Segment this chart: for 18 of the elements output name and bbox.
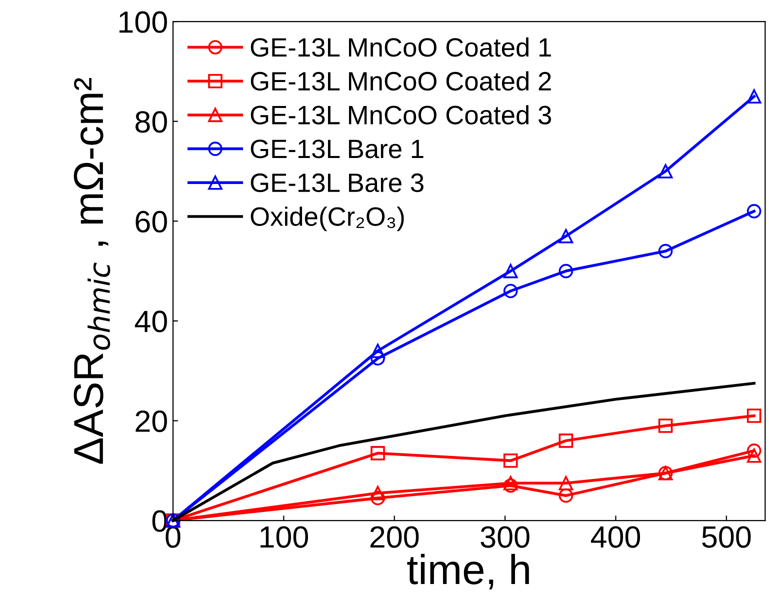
x-tick-label: 400 — [590, 526, 640, 548]
y-tick-label: 20 — [136, 410, 167, 432]
x-tick-label: 500 — [702, 526, 751, 548]
legend-label: GE-13L MnCoO Coated 1 — [250, 37, 551, 57]
x-axis-title: time, h — [407, 554, 529, 590]
y-tick-label: 100 — [120, 11, 167, 33]
y-tick-label: 60 — [136, 210, 167, 233]
legend-label: GE-13L MnCoO Coated 3 — [250, 105, 552, 124]
legend-label: GE-13L Bare 1 — [250, 140, 424, 158]
y-tick-label: 80 — [136, 111, 167, 133]
legend-label: GE-13L MnCoO Coated 2 — [250, 71, 551, 91]
y-axis-title: ΔASR$_{ohmic}$ , mΩ-cm² — [74, 78, 110, 464]
y-tick-label: 40 — [134, 310, 167, 332]
legend-label: Oxide(Cr₂O₃) — [250, 206, 404, 232]
x-tick-label: 200 — [370, 526, 419, 548]
legend-label: GE-13L Bare 3 — [250, 173, 424, 192]
x-tick-label: 300 — [480, 526, 530, 548]
x-tick-label: 100 — [260, 526, 308, 548]
